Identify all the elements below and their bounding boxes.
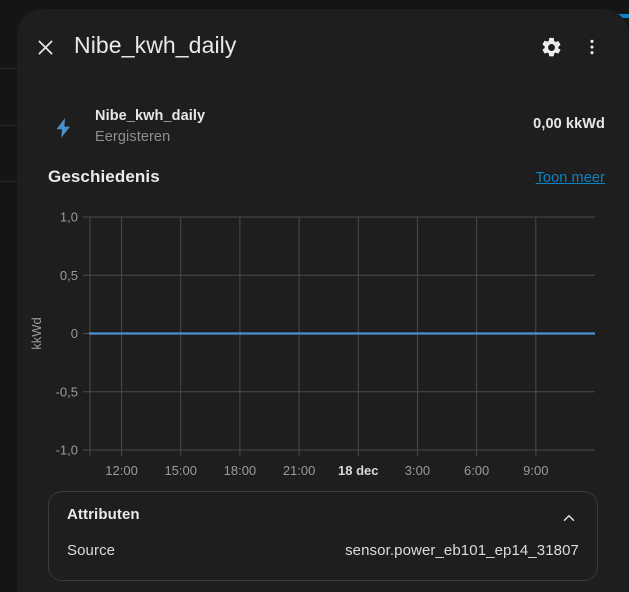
- y-axis-tick-labels: 1,0 0,5 0 -0,5 -1,0: [56, 210, 78, 458]
- page-title: Nibe_kwh_daily: [74, 32, 237, 58]
- overflow-menu-button[interactable]: [575, 30, 609, 64]
- gear-icon: [542, 37, 560, 56]
- entity-state-label: Eergisteren: [95, 129, 171, 145]
- y-axis-tick-label: 0,5: [60, 268, 78, 283]
- x-axis-tick-label: 18 dec: [338, 463, 378, 478]
- x-axis-tick-label: 6:00: [464, 463, 489, 478]
- x-axis-tick-label: 12:00: [105, 463, 138, 478]
- attribute-row: Source sensor.power_eb101_ep14_31807: [67, 542, 579, 564]
- x-axis-tick-label: 15:00: [164, 463, 197, 478]
- y-axis-tick-label: 0: [71, 326, 78, 341]
- history-chart[interactable]: 1,0 0,5 0 -0,5 -1,0 12:00 15:00 18:00 21:00 18 d…: [17, 205, 629, 485]
- settings-button[interactable]: [534, 30, 568, 64]
- backdrop-divider: [0, 181, 22, 182]
- attributes-header[interactable]: Attributen: [67, 506, 579, 532]
- entity-detail-dialog: Nibe_kwh_daily Nibe_kwh_daily Eergistere…: [17, 9, 629, 592]
- dialog-header: Nibe_kwh_daily: [17, 9, 629, 79]
- x-axis-tick-label: 18:00: [224, 463, 257, 478]
- history-chart-svg: 1,0 0,5 0 -0,5 -1,0 12:00 15:00 18:00 21:00 18 d…: [29, 210, 595, 478]
- y-axis-tick-label: -0,5: [56, 384, 78, 399]
- x-axis-tick-labels: 12:00 15:00 18:00 21:00 18 dec 3:00 6:00 9:00: [105, 463, 548, 478]
- show-more-link[interactable]: Toon meer: [535, 170, 605, 186]
- entity-name: Nibe_kwh_daily: [95, 108, 206, 124]
- more-vertical-icon: [590, 39, 594, 55]
- close-icon: [38, 40, 52, 54]
- history-title: Geschiedenis: [48, 167, 160, 186]
- backdrop-divider: [0, 68, 22, 69]
- entity-text-block: Nibe_kwh_daily Eergisteren: [95, 107, 205, 148]
- attribute-key: Source: [67, 542, 116, 559]
- attributes-title: Attributen: [67, 506, 140, 523]
- x-axis-tick-label: 3:00: [405, 463, 430, 478]
- close-button[interactable]: [28, 30, 62, 64]
- attribute-value: sensor.power_eb101_ep14_31807: [345, 542, 579, 559]
- history-header: Geschiedenis Toon meer: [35, 167, 611, 197]
- y-axis-label: kkWd: [29, 317, 44, 350]
- attributes-card: Attributen Source sensor.power_eb101_ep14…: [48, 491, 598, 581]
- y-axis-tick-label: 1,0: [60, 210, 78, 225]
- chevron-up-icon[interactable]: [559, 508, 579, 528]
- attributes-rows: Source sensor.power_eb101_ep14_31807: [67, 542, 579, 564]
- entity-value: 0,00 kkWd: [533, 116, 605, 132]
- y-axis-tick-label: -1,0: [56, 443, 78, 458]
- x-axis-tick-label: 21:00: [283, 463, 316, 478]
- backdrop-divider: [0, 125, 22, 126]
- lightning-bolt-icon: [51, 115, 77, 141]
- entity-row[interactable]: Nibe_kwh_daily Eergisteren 0,00 kkWd: [35, 105, 611, 157]
- vertical-gridlines: [89, 217, 537, 456]
- x-axis-tick-label: 9:00: [523, 463, 548, 478]
